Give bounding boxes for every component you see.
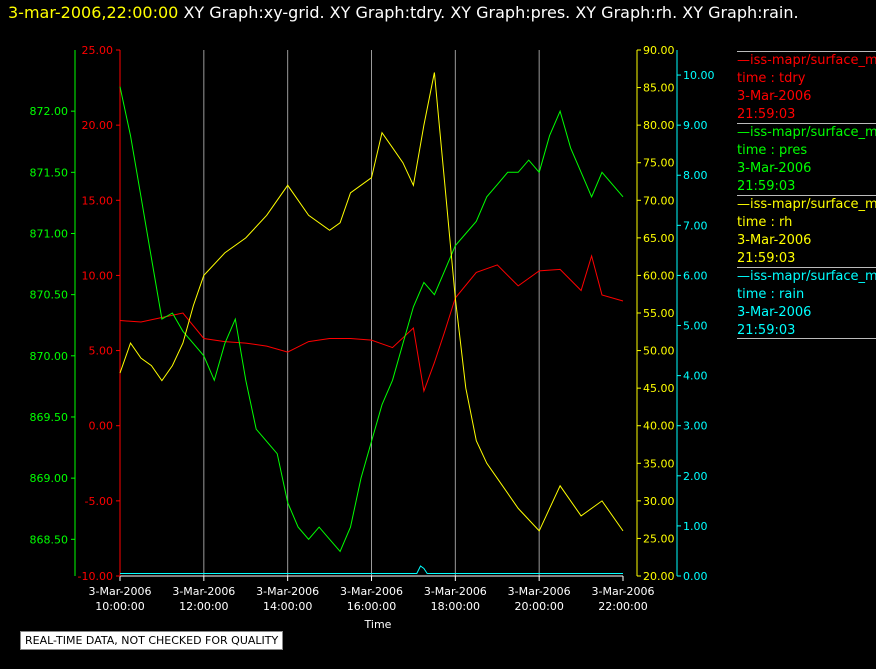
legend-date: 3-Mar-2006 bbox=[737, 89, 812, 104]
rain-tick-label: 10.00 bbox=[683, 69, 715, 82]
tdry-tick-label: 5.00 bbox=[89, 345, 114, 358]
rain-tick-label: 2.00 bbox=[683, 470, 708, 483]
chart-graph-names: XY Graph:xy-grid. XY Graph:tdry. XY Grap… bbox=[183, 3, 799, 22]
legend-field: time : tdry bbox=[737, 71, 806, 86]
pres-series-line bbox=[119, 86, 624, 553]
rh-tick-label: 25.00 bbox=[643, 532, 675, 545]
rh-tick-label: 85.00 bbox=[643, 82, 675, 95]
x-tick-label: 3-Mar-2006 22:00:00 bbox=[592, 585, 655, 613]
legend-separator bbox=[737, 51, 876, 52]
legend-separator bbox=[737, 338, 876, 339]
pres-tick-label: 869.00 bbox=[30, 472, 69, 485]
tdry-tick-label: 20.00 bbox=[82, 119, 114, 132]
tdry-series-line bbox=[119, 254, 624, 394]
pres-tick-label: 871.50 bbox=[30, 166, 69, 179]
rh-tick-label: 70.00 bbox=[643, 194, 675, 207]
chart-datetime: 3-mar-2006,22:00:00 bbox=[8, 3, 179, 22]
rain-tick-label: 4.00 bbox=[683, 370, 708, 383]
legend-time: 21:59:03 bbox=[737, 323, 796, 338]
rh-tick-label: 65.00 bbox=[643, 232, 675, 245]
rh-tick-label: 40.00 bbox=[643, 420, 675, 433]
legend-date: 3-Mar-2006 bbox=[737, 161, 812, 176]
rh-tick-label: 80.00 bbox=[643, 119, 675, 132]
pres-tick-label: 870.50 bbox=[30, 289, 69, 302]
rain-tick-label: 3.00 bbox=[683, 420, 708, 433]
tdry-tick-label: 25.00 bbox=[82, 44, 114, 57]
rain-tick-label: 6.00 bbox=[683, 269, 708, 282]
legend-name: —iss-mapr/surface_m bbox=[737, 125, 876, 140]
pres-tick-label: 869.50 bbox=[30, 411, 69, 424]
legend-separator bbox=[737, 267, 876, 268]
tdry-tick-label: 10.00 bbox=[82, 269, 114, 282]
legend-field: time : pres bbox=[737, 143, 808, 158]
tdry-tick-label: 15.00 bbox=[82, 194, 114, 207]
rain-tick-label: 8.00 bbox=[683, 169, 708, 182]
rh-series-line bbox=[119, 72, 624, 532]
pres-tick-label: 870.00 bbox=[30, 350, 69, 363]
legend-time: 21:59:03 bbox=[737, 179, 796, 194]
tdry-tick-label: -10.00 bbox=[78, 570, 113, 583]
rain-series-line bbox=[120, 565, 623, 574]
rh-tick-label: 35.00 bbox=[643, 457, 675, 470]
legend-time: 21:59:03 bbox=[737, 107, 796, 122]
legend-field: time : rh bbox=[737, 215, 793, 230]
legend-separator bbox=[737, 195, 876, 196]
legend-separator bbox=[737, 123, 876, 124]
rh-tick-label: 60.00 bbox=[643, 269, 675, 282]
pres-tick-label: 868.50 bbox=[30, 533, 69, 546]
rain-tick-label: 1.00 bbox=[683, 520, 708, 533]
tdry-tick-label: 0.00 bbox=[89, 420, 114, 433]
rain-tick-label: 5.00 bbox=[683, 320, 708, 333]
rain-tick-label: 0.00 bbox=[683, 570, 708, 583]
legend-field: time : rain bbox=[737, 287, 805, 302]
legend-name: —iss-mapr/surface_m bbox=[737, 269, 876, 284]
x-tick-label: 3-Mar-2006 10:00:00 bbox=[89, 585, 152, 613]
tdry-tick-label: -5.00 bbox=[85, 495, 113, 508]
pres-tick-label: 872.00 bbox=[30, 105, 69, 118]
legend-time: 21:59:03 bbox=[737, 251, 796, 266]
quality-note: REAL-TIME DATA, NOT CHECKED FOR QUALITY bbox=[20, 631, 284, 650]
x-tick-label: 3-Mar-2006 12:00:00 bbox=[172, 585, 235, 613]
x-axis-label: Time bbox=[364, 618, 392, 631]
rain-tick-label: 9.00 bbox=[683, 119, 708, 132]
rh-tick-label: 20.00 bbox=[643, 570, 675, 583]
legend-date: 3-Mar-2006 bbox=[737, 233, 812, 248]
rh-tick-label: 45.00 bbox=[643, 382, 675, 395]
rh-tick-label: 50.00 bbox=[643, 345, 675, 358]
chart-title-bar: 3-mar-2006,22:00:00 XY Graph:xy-grid. XY… bbox=[8, 3, 799, 22]
rh-tick-label: 75.00 bbox=[643, 157, 675, 170]
legend-name: —iss-mapr/surface_m bbox=[737, 197, 876, 212]
x-tick-label: 3-Mar-2006 14:00:00 bbox=[256, 585, 319, 613]
rh-tick-label: 90.00 bbox=[643, 44, 675, 57]
x-tick-label: 3-Mar-2006 16:00:00 bbox=[340, 585, 403, 613]
rh-tick-label: 55.00 bbox=[643, 307, 675, 320]
pres-tick-label: 871.00 bbox=[30, 227, 69, 240]
legend-date: 3-Mar-2006 bbox=[737, 305, 812, 320]
x-tick-label: 3-Mar-2006 18:00:00 bbox=[424, 585, 487, 613]
rh-tick-label: 30.00 bbox=[643, 495, 675, 508]
x-tick-label: 3-Mar-2006 20:00:00 bbox=[508, 585, 571, 613]
rain-tick-label: 7.00 bbox=[683, 219, 708, 232]
legend-name: —iss-mapr/surface_m bbox=[737, 53, 876, 68]
